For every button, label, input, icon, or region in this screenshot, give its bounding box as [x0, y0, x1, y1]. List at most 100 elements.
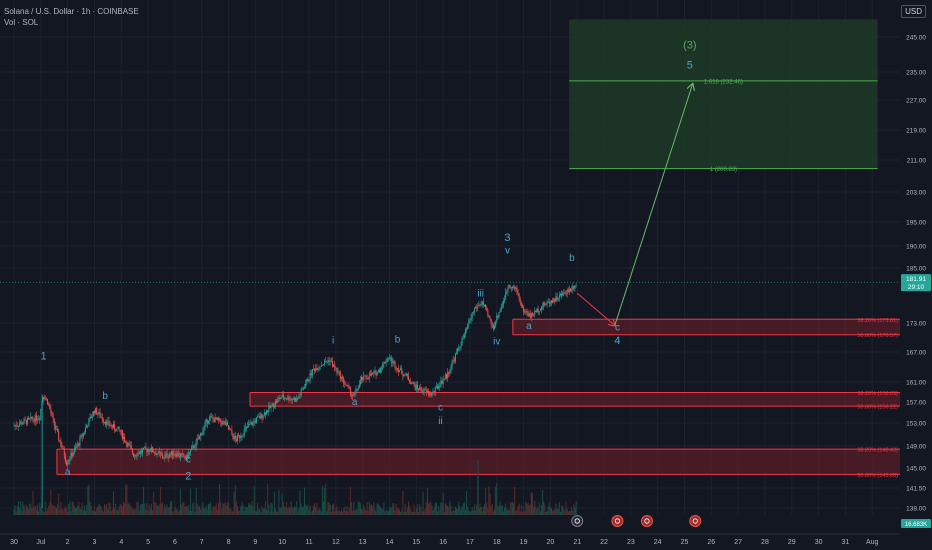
volume-bar [532, 493, 534, 515]
volume-bar [524, 511, 526, 515]
projection-arrows [576, 84, 693, 326]
volume-bar [93, 506, 95, 515]
candle-body [271, 403, 273, 406]
volume-bar [553, 510, 555, 515]
volume-bar [188, 510, 190, 515]
volume-bar [395, 503, 397, 515]
volume-bar [88, 484, 90, 515]
volume-bar [304, 487, 306, 515]
volume-bar [214, 506, 216, 515]
candle-body [394, 362, 396, 369]
candle-body [187, 453, 189, 459]
volume-bar [280, 507, 282, 515]
volume-bar [167, 507, 169, 515]
candle-body [395, 368, 397, 370]
volume-bar [350, 502, 352, 515]
volume-bar [153, 491, 155, 515]
volume-bar [410, 509, 412, 515]
volume-bar [551, 508, 553, 515]
candle-body [30, 416, 32, 419]
candle-body [209, 416, 211, 421]
symbol-title[interactable]: Solana / U.S. Dollar · 1h · COINBASE [4, 7, 139, 16]
volume-bar [220, 501, 222, 515]
wave-label: a [526, 321, 532, 332]
candle-body [495, 321, 497, 326]
volume-bar [433, 507, 435, 515]
volume-bar [546, 511, 548, 515]
candle-body [150, 447, 152, 452]
volume-bar [500, 505, 502, 515]
candle-body [544, 302, 546, 306]
candle-body [528, 313, 530, 317]
candle-body [87, 425, 89, 427]
time-tick: 9 [253, 539, 257, 546]
candle-body [89, 416, 91, 419]
volume-indicator-label[interactable]: Vol · SOL [4, 18, 39, 27]
currency-button[interactable]: USD [901, 5, 926, 18]
event-markers[interactable] [571, 515, 702, 527]
candle-body [171, 450, 173, 455]
candle-body [253, 421, 255, 422]
volume-bar [419, 504, 421, 515]
candle-body [542, 306, 544, 308]
fib-zone-fill [512, 319, 900, 335]
candle-body [35, 415, 37, 421]
candle-body [269, 405, 271, 408]
candle-body [63, 448, 65, 457]
time-axis[interactable]: 30 Jul 2 3 4 5 6 7 8 9 10 11 12 13 14 15 16 17 18 19 20 21 22 2… [0, 533, 900, 550]
volume-bar [438, 506, 440, 515]
volume-bar [286, 502, 288, 515]
projection-arrow-green [614, 84, 693, 326]
candle-body [350, 394, 352, 396]
volume-bar [440, 502, 442, 515]
candle-body [210, 416, 212, 418]
candle-body [457, 348, 459, 353]
volume-bar [199, 505, 201, 515]
time-tick: 31 [842, 539, 850, 546]
candle-body [362, 377, 364, 381]
candle-body [540, 306, 542, 311]
volume-bar [402, 490, 404, 515]
volume-bar [98, 503, 100, 515]
candle-body [163, 457, 165, 459]
candle-body [85, 427, 87, 432]
candle-body [146, 448, 148, 453]
candle-body [316, 368, 318, 371]
candle-body [413, 382, 415, 386]
volume-bar [44, 501, 46, 515]
fib-zone-label-top: 38.20% (173.81) [857, 318, 898, 324]
candle-body [58, 431, 60, 441]
volume-bar [561, 506, 563, 515]
volume-bar [126, 484, 128, 515]
candle-body [435, 386, 437, 387]
time-tick: 5 [146, 539, 150, 546]
candle-body [154, 452, 156, 454]
volume-bar [554, 509, 556, 515]
price-tick: 203.00 [906, 190, 926, 197]
candle-body [136, 455, 138, 457]
volume-bar [252, 505, 254, 515]
volume-bar [209, 503, 211, 515]
volume-bar [536, 508, 538, 515]
time-tick: 15 [412, 539, 420, 546]
price-tick: 167.00 [906, 350, 926, 357]
volume-bar [315, 507, 317, 515]
volume-bar [87, 486, 89, 515]
volume-bar [574, 507, 576, 515]
time-tick: 23 [627, 539, 635, 546]
candle-body [553, 298, 555, 303]
candle-body [60, 441, 62, 447]
volume-bar [278, 490, 280, 515]
volume-bar [277, 511, 279, 515]
volume-bar [154, 502, 156, 515]
candle-body [115, 429, 117, 432]
candle-body [565, 293, 567, 295]
volume-bar [207, 503, 209, 515]
volume-bar [298, 507, 300, 515]
candle-body [47, 399, 49, 405]
candle-body [287, 396, 289, 400]
volume-bar [563, 508, 565, 515]
volume-bar [34, 505, 36, 515]
